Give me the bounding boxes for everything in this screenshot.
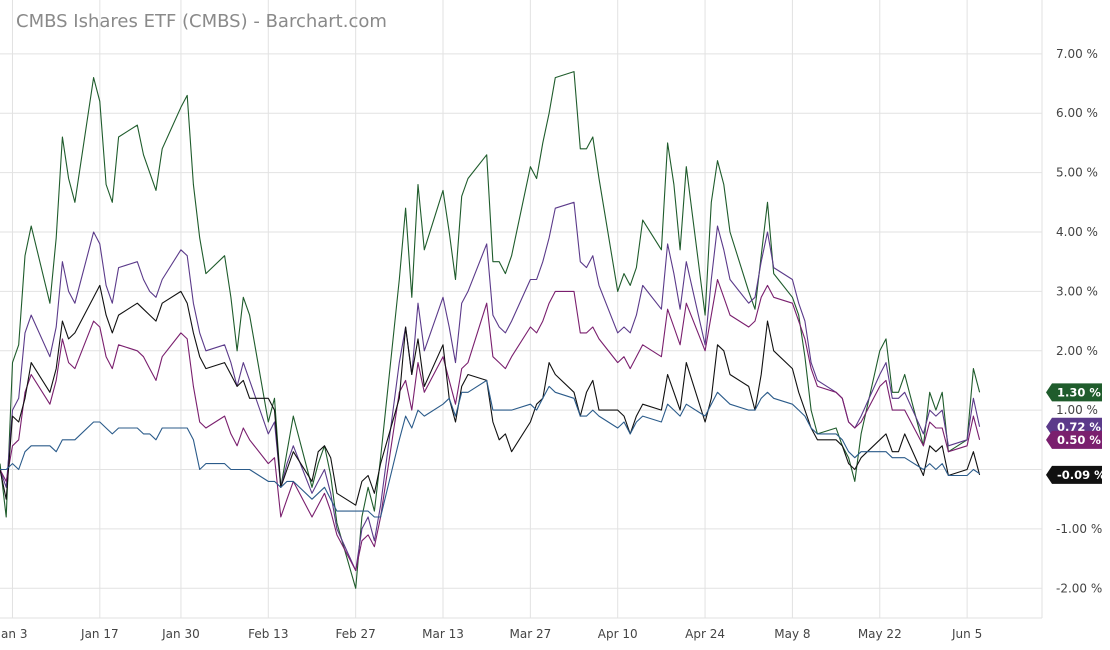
last-value-tag-bg bbox=[1046, 430, 1102, 449]
series-group bbox=[0, 71, 981, 589]
series-line-1 bbox=[0, 71, 981, 589]
y-tick-label: 4.00 % bbox=[1056, 225, 1098, 239]
y-tick-label: 5.00 % bbox=[1056, 166, 1098, 180]
x-tick-label: Mar 13 bbox=[422, 627, 464, 641]
y-tick-label: 7.00 % bbox=[1056, 47, 1098, 61]
x-tick-label: Jan 30 bbox=[161, 627, 200, 641]
x-tick-label: Mar 27 bbox=[509, 627, 551, 641]
series-line-5 bbox=[0, 379, 980, 518]
x-tick-label: Jun 5 bbox=[951, 627, 982, 641]
x-tick-label: Jan 17 bbox=[80, 627, 119, 641]
y-tick-label: -2.00 % bbox=[1056, 581, 1102, 595]
y-tick-label: 2.00 % bbox=[1056, 344, 1098, 358]
x-tick-label: Feb 27 bbox=[335, 627, 375, 641]
x-tick-label: Apr 24 bbox=[685, 627, 725, 641]
x-tick-label: Feb 13 bbox=[248, 627, 288, 641]
series-line-4 bbox=[0, 284, 981, 506]
last-value-tag-label: -0.09 % bbox=[1057, 468, 1106, 482]
y-tick-label: 3.00 % bbox=[1056, 284, 1098, 298]
last-value-tag-label: 0.50 % bbox=[1057, 433, 1101, 447]
last-value-tag-bg bbox=[1046, 383, 1102, 402]
x-tick-label: May 22 bbox=[858, 627, 902, 641]
y-tick-label: -1.00 % bbox=[1056, 522, 1102, 536]
x-tick-label: May 8 bbox=[774, 627, 810, 641]
chart-title: CMBS Ishares ETF (CMBS) - Barchart.com bbox=[16, 11, 387, 32]
y-tick-label: 1.00 % bbox=[1056, 403, 1098, 417]
y-tick-label: 6.00 % bbox=[1056, 106, 1098, 120]
last-value-tag-label: 0.72 % bbox=[1057, 420, 1101, 434]
last-value-tag-bg bbox=[1046, 465, 1102, 484]
series-line-3 bbox=[0, 278, 981, 572]
last-value-tags: 1.30 % 0.72 %0.50 % -0.09 % bbox=[1046, 383, 1106, 484]
series-line-2 bbox=[0, 201, 981, 572]
gridlines bbox=[0, 0, 1043, 619]
x-tick-label: Apr 10 bbox=[598, 627, 638, 641]
last-value-tag-label: 1.30 % bbox=[1057, 385, 1101, 399]
x-tick-label: Jan 3 bbox=[0, 627, 27, 641]
